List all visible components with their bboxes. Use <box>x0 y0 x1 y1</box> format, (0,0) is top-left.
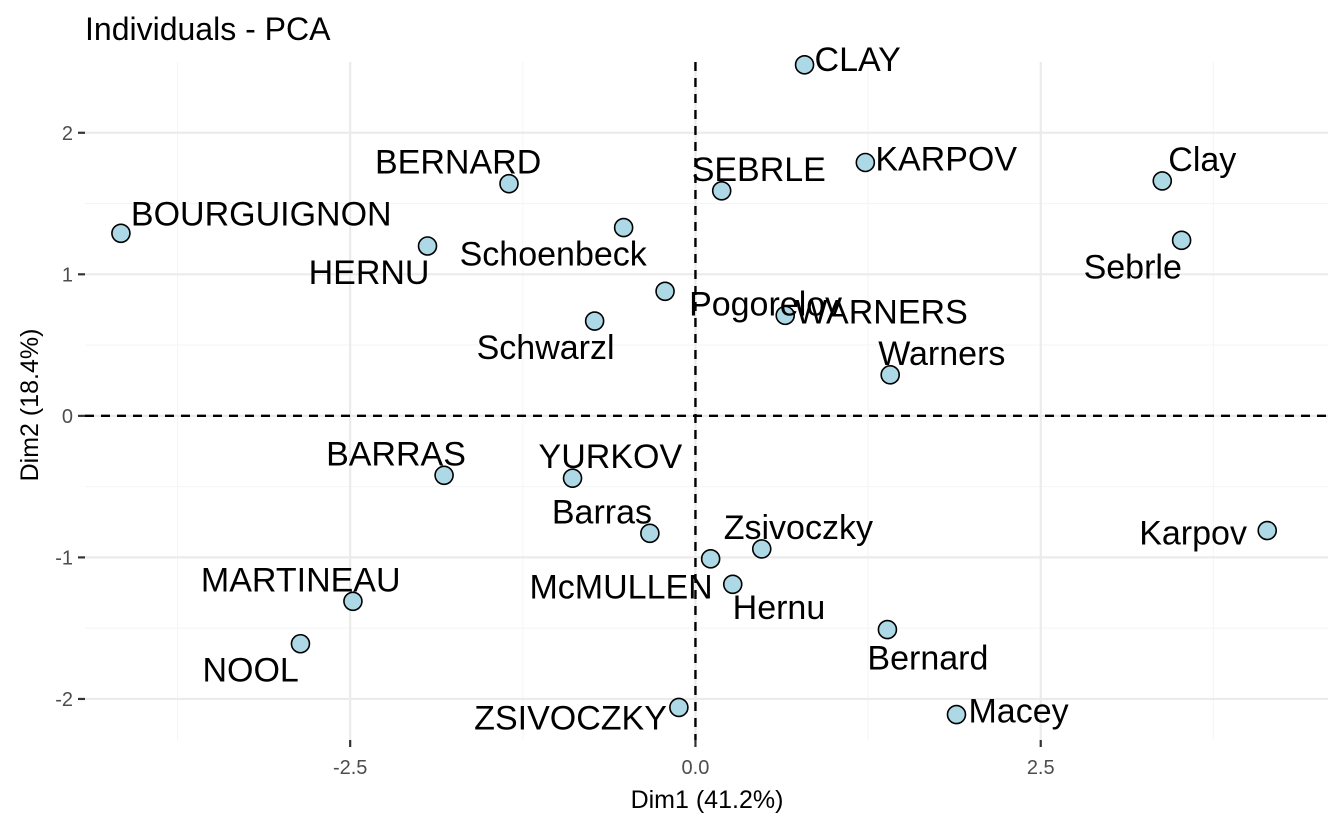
point-label: Karpov <box>1139 515 1247 553</box>
y-axis-title: Dim2 (18.4%) <box>16 329 44 482</box>
scatter-point <box>775 305 796 326</box>
point-label: Schwarzl <box>477 329 615 367</box>
scatter-point <box>669 697 689 718</box>
point-label: Macey <box>968 693 1068 731</box>
y-tick-label: -2 <box>55 689 73 711</box>
scatter-point <box>700 549 721 569</box>
point-label: NOOL <box>202 652 298 690</box>
y-tick-label: 0 <box>62 406 73 428</box>
scatter-point <box>1152 171 1173 191</box>
point-label: BARRAS <box>326 435 466 473</box>
scatter-point <box>640 523 660 544</box>
scatter-point <box>855 152 876 173</box>
point-label: BERNARD <box>375 144 541 182</box>
chart-title: Individuals - PCA <box>85 11 331 47</box>
scatter-point <box>711 181 732 201</box>
axis-ticks: -2.5 0.0 2.5 -2 -1 0 1 2 <box>55 123 1054 779</box>
point-label: SEBRLE <box>692 151 826 189</box>
scatter-point <box>111 223 131 244</box>
point-labels-layer: SEBRLE CLAY KARPOV BERNARD YURKOV WARNERS ZSIV… <box>131 41 1247 738</box>
point-label: Schoenbeck <box>460 236 648 274</box>
point-label: Zsivoczky <box>724 509 873 547</box>
point-label: MARTINEAU <box>201 561 401 599</box>
scatter-point <box>946 704 967 725</box>
point-label: ZSIVOCZKY <box>474 699 667 737</box>
y-tick-label: 2 <box>62 123 73 145</box>
scatter-point <box>1257 520 1278 541</box>
y-tick-label: 1 <box>62 264 73 286</box>
x-tick-label: -2.5 <box>333 757 367 779</box>
point-label: Barras <box>552 493 652 531</box>
point-label: KARPOV <box>875 140 1017 178</box>
scatter-point <box>417 236 438 256</box>
point-label: Hernu <box>733 589 826 627</box>
scatter-point <box>562 468 583 488</box>
points-layer <box>111 55 1278 725</box>
point-label: HERNU <box>309 254 430 292</box>
point-label: WARNERS <box>795 293 968 331</box>
scatter-point <box>794 55 815 75</box>
y-tick-label: -1 <box>55 547 73 569</box>
scatter-point <box>655 281 675 302</box>
point-label: Sebrle <box>1084 248 1182 286</box>
point-label: CLAY <box>815 41 901 79</box>
scatter-point <box>1171 230 1192 251</box>
scatter-point <box>343 591 363 612</box>
scatter-point <box>722 574 743 595</box>
scatter-point <box>584 311 605 331</box>
scatter-point <box>499 173 519 194</box>
point-label: BOURGUIGNON <box>131 195 392 233</box>
x-tick-label: 0.0 <box>682 757 710 779</box>
point-label: Warners <box>878 335 1005 373</box>
point-label: Pogorelov <box>689 285 842 323</box>
scatter-point <box>434 465 454 486</box>
point-label: YURKOV <box>539 438 683 476</box>
scatter-point <box>751 539 772 559</box>
scatter-point <box>613 217 634 238</box>
point-label: Clay <box>1168 141 1236 179</box>
scatter-point <box>880 365 900 385</box>
scatter-point <box>290 633 311 654</box>
x-tick-label: 2.5 <box>1027 757 1055 779</box>
point-label: McMULLEN <box>529 568 712 606</box>
x-axis-title: Dim1 (41.2%) <box>631 786 784 814</box>
point-label: Bernard <box>867 640 988 678</box>
zero-reference-lines <box>85 62 1328 740</box>
scatter-point <box>877 619 898 640</box>
